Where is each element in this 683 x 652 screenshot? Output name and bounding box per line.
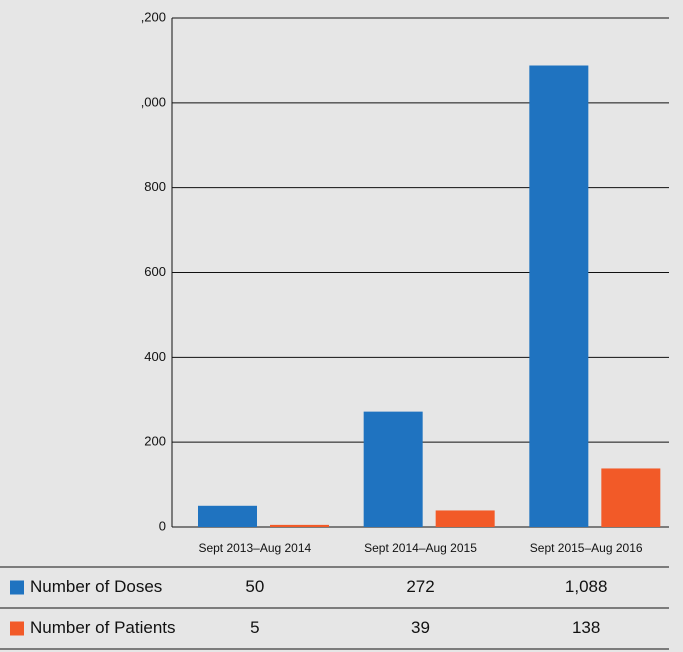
legend-swatch: [10, 580, 24, 595]
bar: [601, 468, 661, 527]
legend-label: Number of Doses: [30, 577, 162, 596]
bar: [435, 510, 495, 527]
bar: [363, 411, 423, 527]
x-tick-label: Sept 2013–Aug 2014: [198, 541, 311, 555]
y-tick-label: ,200: [141, 9, 166, 24]
legend-label: Number of Patients: [30, 618, 176, 637]
y-tick-label: 400: [144, 349, 166, 364]
y-tick-label: 200: [144, 434, 166, 449]
table-value: 5: [250, 618, 259, 637]
x-tick-label: Sept 2015–Aug 2016: [530, 541, 643, 555]
y-tick-label: ,000: [141, 94, 166, 109]
y-tick-label: 0: [159, 518, 166, 533]
table-value: 272: [406, 577, 434, 596]
x-tick-label: Sept 2014–Aug 2015: [364, 541, 477, 555]
y-tick-label: 800: [144, 179, 166, 194]
legend-swatch: [10, 621, 24, 636]
y-tick-label: 600: [144, 264, 166, 279]
bar: [529, 65, 589, 528]
bar: [198, 505, 257, 527]
bar: [270, 524, 329, 527]
table-value: 138: [572, 618, 600, 637]
table-value: 39: [411, 618, 430, 637]
table-value: 1,088: [565, 577, 608, 596]
table-value: 50: [245, 577, 264, 596]
